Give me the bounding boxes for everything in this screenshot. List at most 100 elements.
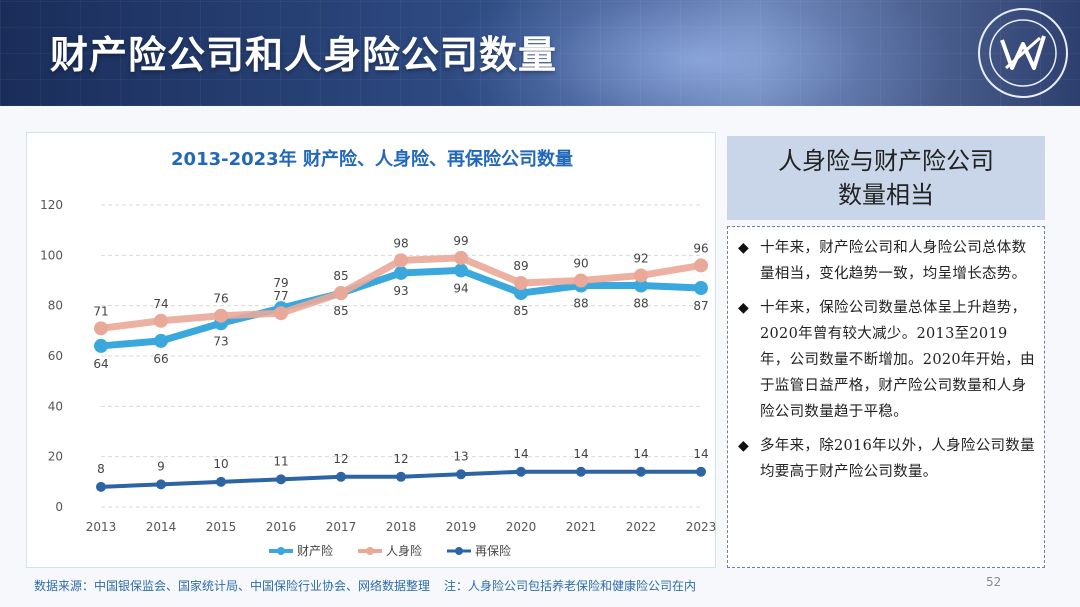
y-tick-label: 60	[48, 349, 63, 363]
data-label: 12	[393, 452, 408, 466]
side-heading-line1: 人身险与财产险公司	[778, 147, 994, 175]
y-tick-label: 80	[48, 299, 63, 313]
data-label: 14	[513, 447, 528, 461]
x-tick-label: 2016	[266, 520, 297, 534]
data-point-3	[156, 479, 166, 490]
x-tick-label: 2021	[566, 520, 597, 534]
data-point-1	[454, 263, 468, 278]
y-tick-label: 100	[40, 248, 63, 262]
data-label: 8	[97, 462, 105, 476]
side-panel-body: ◆ 十年来，财产险公司和人身险公司总体数量相当，变化趋势一致，均呈增长态势。 ◆…	[727, 226, 1045, 568]
data-point-3	[636, 466, 646, 477]
data-point-1	[394, 265, 408, 280]
data-point-3	[576, 466, 586, 477]
slide-title: 财产险公司和人身险公司数量	[50, 33, 558, 77]
x-tick-label: 2015	[206, 520, 237, 534]
slide-header: 财产险公司和人身险公司数量	[0, 0, 1080, 106]
y-tick-label: 0	[55, 500, 63, 514]
data-label: 66	[153, 352, 168, 366]
legend-marker	[277, 547, 285, 555]
data-label: 71	[93, 304, 108, 318]
data-label: 74	[153, 297, 168, 311]
data-label: 96	[693, 241, 708, 255]
data-label: 89	[513, 259, 528, 273]
data-point-3	[696, 466, 706, 477]
data-point-2	[274, 306, 288, 321]
x-tick-label: 2022	[626, 520, 657, 534]
data-point-2	[454, 250, 468, 265]
legend-label: 财产险	[297, 543, 333, 558]
x-tick-label: 2013	[86, 520, 117, 534]
footer: 数据来源：中国银保监会、国家统计局、中国保险行业协会、网络数据整理 注：人身险公司…	[34, 577, 696, 594]
data-point-3	[216, 476, 226, 487]
data-label: 79	[273, 276, 288, 290]
data-point-3	[456, 469, 466, 480]
data-point-2	[154, 313, 168, 328]
diamond-bullet-icon: ◆	[738, 300, 749, 316]
data-label: 14	[693, 447, 708, 461]
x-tick-label: 2018	[386, 520, 417, 534]
chart-panel: 2013-2023年 财产险、人身险、再保险公司数量 0 20 40 60 80 100 1…	[26, 132, 716, 568]
x-tick-label: 2017	[326, 520, 357, 534]
bullet-text: 十年来，保险公司数量总体呈上升趋势，2020年曾有较大减少。2013至2019年…	[760, 300, 1035, 420]
data-label: 77	[273, 289, 288, 303]
data-point-3	[96, 481, 106, 492]
data-point-3	[276, 474, 286, 485]
y-tick-label: 20	[48, 450, 63, 464]
data-label: 76	[213, 292, 228, 306]
data-point-3	[396, 471, 406, 482]
series-line-1	[97, 266, 705, 350]
data-point-2	[694, 258, 708, 273]
data-label: 9	[157, 459, 165, 473]
legend-label: 人身险	[386, 543, 422, 558]
data-label: 98	[393, 236, 408, 250]
data-label: 99	[453, 234, 468, 248]
data-label: 13	[453, 449, 468, 463]
line-chart: 2013-2023年 财产险、人身险、再保险公司数量 0 20 40 60 80 100 1…	[40, 148, 716, 558]
bullet-text: 多年来，除2016年以外，人身险公司数量均要高于财产险公司数量。	[760, 438, 1035, 480]
legend-marker	[366, 547, 374, 555]
data-point-1	[694, 281, 708, 296]
y-tick-label: 40	[48, 399, 63, 413]
data-point-1	[94, 338, 108, 353]
data-label: 73	[213, 334, 228, 348]
data-label: 14	[573, 447, 588, 461]
data-label: 10	[213, 457, 228, 471]
data-point-1	[634, 278, 648, 293]
data-label: 85	[333, 304, 348, 318]
data-source-text: 数据来源：中国银保监会、国家统计局、中国保险行业协会、网络数据整理	[34, 579, 431, 593]
bullet-text: 十年来，财产险公司和人身险公司总体数量相当，变化趋势一致，均呈增长态势。	[760, 240, 1027, 282]
bullet-item: ◆ 十年来，保险公司数量总体呈上升趋势，2020年曾有较大减少。2013至201…	[738, 295, 1036, 425]
data-label: 85	[513, 304, 528, 318]
data-point-2	[94, 321, 108, 336]
data-label: 93	[393, 284, 408, 298]
data-label: 64	[93, 357, 108, 371]
data-label: 90	[573, 257, 588, 271]
logo-emblem	[978, 8, 1068, 98]
data-point-1	[514, 286, 528, 301]
data-label: 85	[333, 269, 348, 283]
side-panel-heading: 人身险与财产险公司 数量相当	[727, 136, 1045, 220]
data-label: 88	[633, 297, 648, 311]
data-point-1	[154, 333, 168, 348]
data-point-2	[214, 308, 228, 323]
data-point-2	[394, 253, 408, 268]
data-point-2	[514, 276, 528, 291]
data-label: 12	[333, 452, 348, 466]
chart-title: 2013-2023年 财产险、人身险、再保险公司数量	[171, 148, 573, 170]
x-tick-label: 2014	[146, 520, 177, 534]
data-label: 88	[573, 297, 588, 311]
data-point-2	[334, 286, 348, 301]
x-tick-label: 2019	[446, 520, 477, 534]
data-point-2	[574, 273, 588, 288]
bullet-item: ◆ 十年来，财产险公司和人身险公司总体数量相当，变化趋势一致，均呈增长态势。	[738, 235, 1036, 287]
page-number: 52	[986, 575, 1002, 589]
side-heading-line2: 数量相当	[838, 181, 934, 209]
bullet-item: ◆ 多年来，除2016年以外，人身险公司数量均要高于财产险公司数量。	[738, 433, 1036, 485]
data-label: 14	[633, 447, 648, 461]
data-label: 94	[453, 281, 468, 295]
x-tick-label: 2020	[506, 520, 537, 534]
legend-marker	[455, 547, 463, 555]
data-point-3	[336, 471, 346, 482]
y-tick-label: 120	[40, 198, 63, 212]
